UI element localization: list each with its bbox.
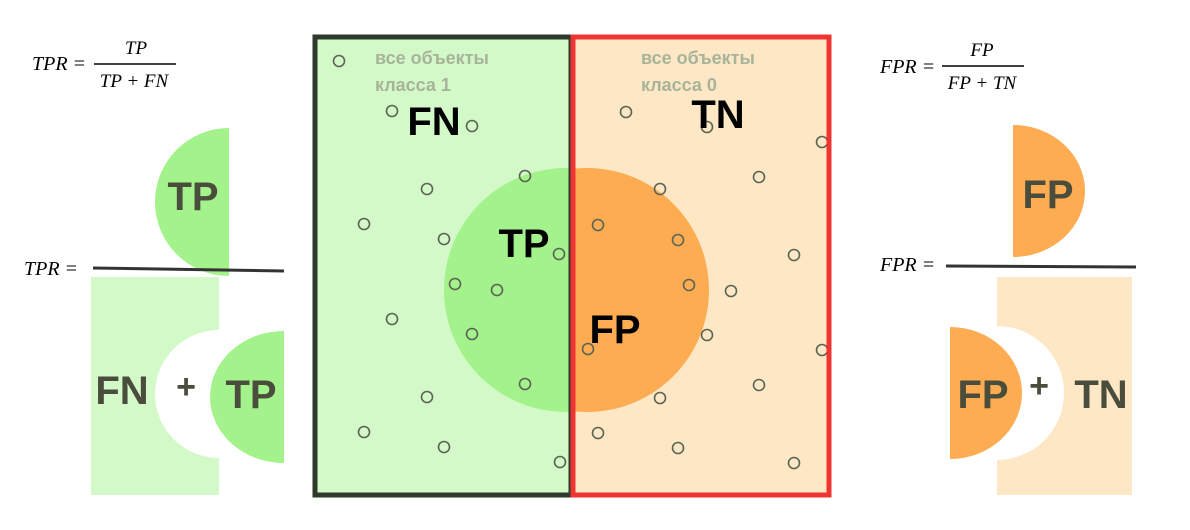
- fpr-formula-numerator: FP: [969, 40, 994, 61]
- sample-point: [619, 105, 633, 119]
- fp-half-disc-denominator: [950, 327, 1022, 459]
- tpr-formula: TPR = TP TP + FN: [32, 38, 176, 92]
- sample-point: [724, 284, 738, 298]
- class-partition: все объекты класса 1 все объекты класса …: [312, 34, 832, 498]
- sample-point: [787, 456, 801, 470]
- tp-region: [444, 168, 571, 412]
- sample-point: [552, 247, 566, 261]
- sample-point: [465, 119, 479, 133]
- sample-point: [437, 232, 451, 246]
- plus-sign-left: +: [176, 368, 196, 406]
- sample-point: [671, 441, 685, 455]
- fpr-visual-lhs: FPR =: [879, 254, 935, 276]
- tp-half-disc-numerator: [155, 128, 229, 276]
- sample-point: [448, 277, 462, 291]
- tn-denominator-label: TN: [1074, 373, 1127, 417]
- sample-point: [357, 217, 371, 231]
- sample-point: [420, 182, 434, 196]
- sample-point: [591, 426, 605, 440]
- sample-point: [518, 377, 532, 391]
- fpr-formula-denominator: FP + TN: [947, 73, 1018, 94]
- class0-border: [570, 34, 832, 498]
- sample-point: [437, 440, 451, 454]
- tpr-formula-denominator: TP + FN: [100, 71, 170, 92]
- class0-label-line1: все объекты: [641, 48, 755, 68]
- tpr-visual-bar: [92, 266, 285, 273]
- plus-sign-right: +: [1029, 367, 1049, 405]
- sample-point: [385, 312, 399, 326]
- fp-label: FP: [589, 308, 640, 352]
- sample-point: [700, 120, 714, 134]
- fp-numerator-label: FP: [1022, 173, 1073, 217]
- sample-point: [465, 327, 479, 341]
- sample-point: [671, 233, 685, 247]
- fp-region: [571, 168, 709, 412]
- sample-point: [700, 328, 714, 342]
- fn-label: FN: [407, 100, 460, 144]
- sample-point: [553, 455, 567, 469]
- class0-label-line2: класса 0: [641, 75, 717, 95]
- tp-denominator-label: TP: [225, 373, 276, 417]
- sample-point: [332, 54, 346, 68]
- tp-numerator-label: TP: [167, 175, 218, 219]
- sample-point: [518, 169, 532, 183]
- tp-half-disc-denominator: [210, 331, 284, 463]
- tp-label: TP: [498, 222, 549, 266]
- fn-denominator-label: FN: [95, 369, 148, 413]
- fp-half-disc-numerator: [1013, 125, 1085, 257]
- sample-point: [420, 390, 434, 404]
- sample-point: [787, 248, 801, 262]
- tpr-visual-lhs: TPR =: [24, 258, 78, 280]
- class1-label-line2: класса 1: [375, 75, 451, 95]
- tpr-formula-lhs: TPR =: [32, 53, 86, 75]
- sample-point: [682, 278, 696, 292]
- sample-point: [357, 425, 371, 439]
- class1-label-line1: все объекты: [375, 48, 489, 68]
- sample-points: [332, 54, 829, 470]
- sample-point: [385, 104, 399, 118]
- sample-point: [752, 170, 766, 184]
- sample-point: [752, 378, 766, 392]
- sample-point: [653, 391, 667, 405]
- tn-label: TN: [691, 93, 744, 137]
- sample-point: [653, 182, 667, 196]
- fpr-formula: FPR = FP FP + TN: [879, 40, 1024, 94]
- sample-point: [581, 342, 595, 356]
- fpr-visual-bar: [945, 264, 1137, 269]
- sample-point: [490, 283, 504, 297]
- fp-denominator-label: FP: [957, 373, 1008, 417]
- sample-point: [591, 218, 605, 232]
- tpr-visual: TP TPR = FN + TP: [24, 128, 285, 495]
- fpr-formula-lhs: FPR =: [879, 56, 935, 78]
- tpr-formula-numerator: TP: [125, 38, 148, 59]
- fpr-visual: FP FPR = FP + TN: [879, 125, 1137, 495]
